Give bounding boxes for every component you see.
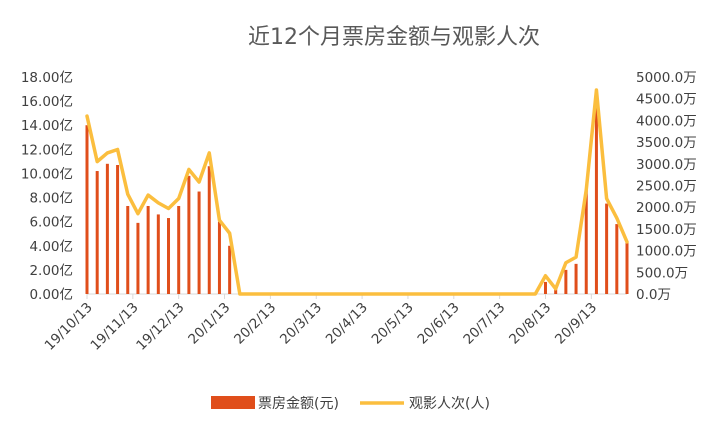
bar [187, 175, 191, 294]
y-left-tick-label: 10.00亿 [21, 166, 73, 182]
bar [156, 214, 160, 294]
bar [594, 103, 598, 295]
legend-label-bar: 票房金额(元) [258, 396, 339, 412]
bar-series [85, 103, 629, 295]
y-right-tick-label: 2500.0万 [636, 179, 697, 195]
x-tick-label: 20/2/13 [231, 300, 279, 348]
y-left-tick-label: 0.00亿 [29, 287, 73, 303]
legend-label-line: 观影人次(人) [409, 396, 490, 412]
bar [207, 166, 211, 294]
y-right-tick-label: 2000.0万 [636, 200, 697, 216]
x-tick-label: 20/5/13 [369, 300, 417, 348]
bar [146, 205, 150, 294]
x-tick-label: 20/9/13 [552, 300, 600, 348]
x-tick-label: 20/1/13 [185, 300, 233, 348]
y-right-tick-label: 3000.0万 [636, 157, 697, 173]
bar [584, 189, 588, 294]
legend-swatch-bar [211, 396, 255, 409]
y-right-tick-label: 4500.0万 [636, 92, 697, 108]
bar [615, 224, 619, 294]
line-series-path [85, 88, 629, 296]
bar [167, 218, 171, 294]
bar [95, 171, 99, 294]
x-tick-label: 19/12/13 [133, 300, 187, 354]
x-tick-label: 19/11/13 [87, 300, 141, 354]
bar [543, 281, 547, 294]
y-left-tick-label: 2.00亿 [29, 263, 73, 279]
bar [554, 289, 558, 294]
y-left-tick-label: 8.00亿 [29, 191, 73, 207]
y-right-tick-label: 5000.0万 [636, 70, 697, 86]
y-left-tick-label: 14.00亿 [21, 118, 73, 134]
x-tick-label: 20/8/13 [506, 300, 554, 348]
y-left-tick-label: 18.00亿 [21, 70, 73, 86]
y-left-tick-label: 12.00亿 [21, 142, 73, 158]
bar [177, 205, 181, 294]
bar [574, 263, 578, 294]
bar [126, 205, 130, 294]
y-right-tick-label: 500.0万 [636, 265, 688, 281]
bar [228, 245, 232, 294]
y-right-tick-label: 4000.0万 [636, 113, 697, 129]
line-series [85, 88, 629, 296]
x-tick-label: 19/10/13 [42, 300, 96, 354]
bar [85, 125, 89, 294]
chart-title: 近12个月票房金额与观影人次 [248, 25, 540, 50]
bar [116, 165, 120, 294]
bar [105, 163, 109, 294]
x-tick-label: 20/7/13 [460, 300, 508, 348]
x-tick-label: 20/6/13 [415, 300, 463, 348]
y-right-tick-label: 0.0万 [636, 287, 671, 303]
y-right-tick-label: 3500.0万 [636, 135, 697, 151]
y-left-tick-label: 4.00亿 [29, 239, 73, 255]
x-tick-label: 20/4/13 [323, 300, 371, 348]
x-tick-label: 20/3/13 [277, 300, 325, 348]
bar [197, 191, 201, 294]
bar [605, 203, 609, 294]
y-right-tick-label: 1500.0万 [636, 222, 697, 238]
bar [564, 269, 568, 294]
bar [217, 221, 221, 294]
y-left-tick-label: 6.00亿 [29, 215, 73, 231]
y-left-tick-label: 16.00亿 [21, 94, 73, 110]
legend: 票房金额(元) 观影人次(人) [211, 396, 490, 412]
bar [625, 242, 629, 294]
bar [136, 222, 140, 294]
y-right-tick-label: 1000.0万 [636, 244, 697, 260]
